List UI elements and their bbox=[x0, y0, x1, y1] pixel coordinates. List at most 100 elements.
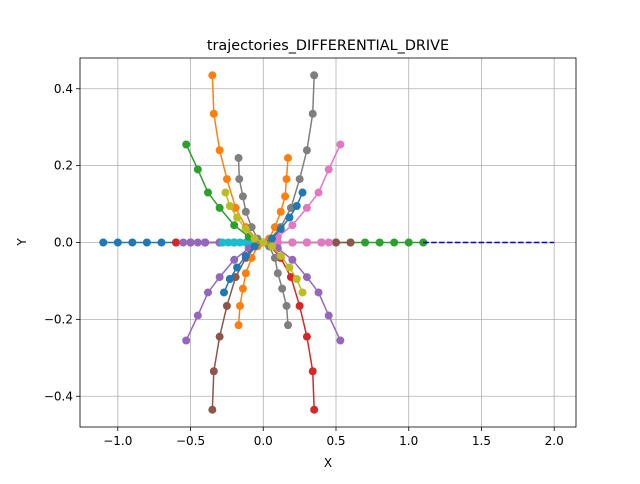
trajectory-point bbox=[182, 336, 191, 345]
trajectory-point bbox=[233, 263, 242, 272]
trajectory-point bbox=[310, 405, 319, 414]
trajectory-point bbox=[324, 238, 333, 247]
trajectory-point bbox=[302, 238, 311, 247]
trajectory-point bbox=[208, 71, 217, 80]
trajectory-point bbox=[278, 284, 287, 293]
y-axis-label: Y bbox=[15, 238, 29, 247]
trajectory-point bbox=[308, 367, 317, 376]
trajectory-point bbox=[225, 275, 234, 284]
trajectory-point bbox=[302, 332, 311, 341]
trajectory-point bbox=[241, 251, 250, 260]
trajectory-point bbox=[273, 238, 282, 247]
trajectory-point bbox=[230, 221, 239, 230]
trajectory-point bbox=[230, 238, 239, 247]
y-tick-label: 0.0 bbox=[54, 236, 73, 250]
trajectory-point bbox=[193, 165, 202, 174]
plot-frame bbox=[79, 57, 577, 428]
trajectory-point bbox=[204, 288, 212, 297]
trajectory-point bbox=[336, 336, 345, 345]
trajectory-point bbox=[235, 175, 244, 184]
trajectory-point bbox=[222, 301, 231, 310]
trajectory-point bbox=[268, 242, 276, 251]
trajectory-point bbox=[276, 225, 285, 234]
trajectory-point bbox=[285, 263, 294, 272]
trajectory-point bbox=[241, 269, 250, 278]
trajectory-point bbox=[224, 238, 233, 247]
trajectory-point bbox=[308, 109, 317, 118]
y-tick-label: 0.4 bbox=[54, 82, 73, 96]
trajectory-point bbox=[236, 301, 244, 310]
trajectory-point bbox=[282, 175, 291, 184]
trajectory-point bbox=[222, 175, 231, 184]
x-tick-label: 0.0 bbox=[254, 434, 273, 448]
trajectory-point bbox=[209, 109, 218, 118]
trajectory-point bbox=[142, 238, 151, 247]
trajectory-point bbox=[241, 207, 250, 216]
trajectory-point bbox=[241, 225, 250, 234]
trajectory-point bbox=[238, 284, 247, 293]
trajectory-point bbox=[284, 321, 292, 330]
trajectory-point bbox=[324, 311, 333, 320]
trajectory-point bbox=[208, 405, 217, 414]
trajectory-point bbox=[221, 188, 230, 197]
trajectory-point bbox=[186, 238, 195, 247]
trajectory-point bbox=[234, 321, 243, 330]
trajectory-point bbox=[310, 71, 319, 80]
trajectory-point bbox=[182, 140, 191, 149]
trajectory-point bbox=[128, 238, 137, 247]
trajectory-point bbox=[361, 238, 370, 247]
trajectory-point bbox=[336, 140, 345, 149]
trajectory-point bbox=[238, 192, 247, 201]
trajectory-point bbox=[276, 207, 285, 216]
trajectory-point bbox=[314, 188, 323, 197]
trajectory-point bbox=[218, 238, 227, 247]
y-tick-label: −0.2 bbox=[44, 312, 73, 326]
trajectory-point bbox=[201, 238, 210, 247]
trajectory-point bbox=[282, 301, 291, 310]
trajectory-point bbox=[273, 269, 282, 278]
x-axis-label: X bbox=[324, 456, 332, 470]
trajectory-point bbox=[209, 367, 218, 376]
trajectory-point bbox=[215, 203, 224, 212]
trajectory-point bbox=[225, 201, 234, 210]
trajectory-point bbox=[250, 242, 259, 251]
trajectory-point bbox=[302, 273, 311, 282]
trajectory-point bbox=[314, 288, 323, 297]
trajectory-point bbox=[268, 234, 276, 243]
trajectory-point bbox=[295, 175, 304, 184]
trajectory-point bbox=[390, 238, 399, 247]
trajectory-point bbox=[292, 275, 301, 284]
trajectory-point bbox=[302, 203, 311, 212]
trajectory-point bbox=[230, 255, 239, 264]
x-tick-label: 2.0 bbox=[545, 434, 564, 448]
chart-title: trajectories_DIFFERENTIAL_DRIVE bbox=[207, 38, 449, 54]
trajectory-point bbox=[179, 238, 188, 247]
trajectory-point bbox=[317, 238, 326, 247]
trajectory-point bbox=[236, 238, 244, 247]
trajectory-point bbox=[233, 213, 242, 222]
trajectory-point bbox=[193, 238, 202, 247]
trajectory-point bbox=[215, 273, 224, 282]
trajectory-point bbox=[404, 238, 413, 247]
x-tick-label: 1.0 bbox=[399, 434, 418, 448]
trajectory-point bbox=[298, 188, 307, 197]
trajectory-point bbox=[113, 238, 122, 247]
x-tick-label: −0.5 bbox=[176, 434, 205, 448]
trajectory-point bbox=[332, 238, 340, 247]
trajectory-point bbox=[99, 238, 108, 247]
trajectory-point bbox=[281, 192, 290, 201]
x-tick-label: −1.0 bbox=[103, 434, 132, 448]
trajectory-point bbox=[193, 311, 202, 320]
trajectory-point bbox=[284, 153, 292, 162]
y-tick-label: 0.2 bbox=[54, 159, 73, 173]
trajectory-point bbox=[250, 234, 259, 243]
trajectory-point bbox=[215, 146, 224, 155]
trajectory-point bbox=[172, 238, 180, 247]
trajectory-point bbox=[259, 238, 268, 247]
trajectory-point bbox=[215, 332, 224, 341]
y-tick-label: −0.4 bbox=[44, 389, 73, 403]
trajectory-point bbox=[288, 255, 297, 264]
trajectory-point bbox=[157, 238, 166, 247]
trajectory-point bbox=[276, 251, 285, 260]
